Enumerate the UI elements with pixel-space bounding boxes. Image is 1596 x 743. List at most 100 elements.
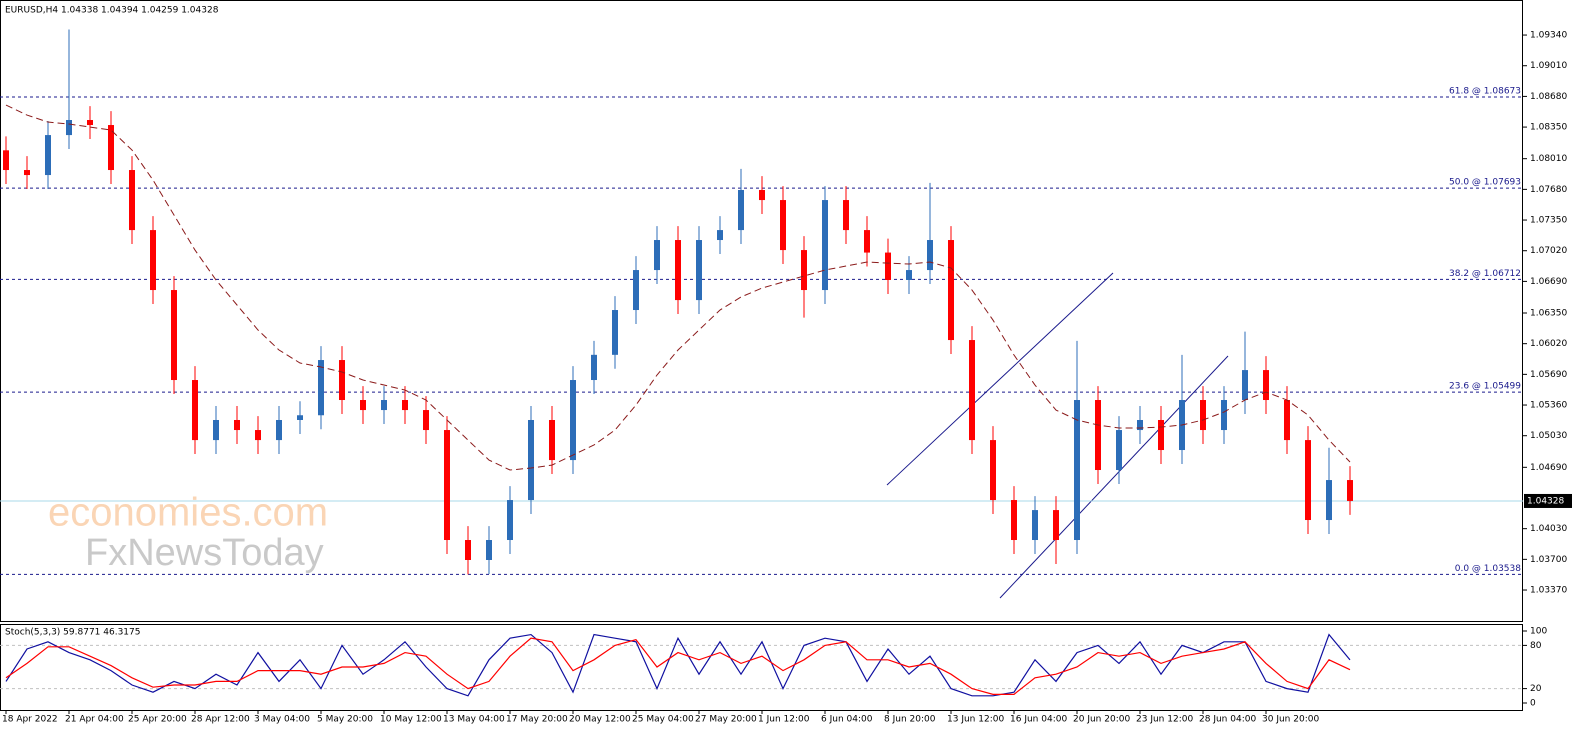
candle-body [990, 440, 996, 501]
candle-body [87, 120, 93, 126]
y-tick-label: 100 [1530, 626, 1547, 636]
x-tick-label: 1 Jun 12:00 [758, 715, 810, 725]
candle-body [213, 419, 219, 441]
candle-body [549, 419, 555, 461]
x-tick-label: 6 Jun 04:00 [821, 715, 873, 725]
y-tick-label: 1.09340 [1530, 31, 1567, 41]
candle-body [570, 380, 576, 461]
x-tick-label: 5 May 20:00 [317, 715, 373, 725]
watermark: economies.com [48, 491, 328, 535]
candle-body [612, 310, 618, 355]
y-tick-label: 1.06020 [1530, 339, 1567, 349]
channel-line [999, 355, 1229, 599]
y-tick-label: 1.08010 [1530, 154, 1567, 164]
y-tick-label: 1.04690 [1530, 463, 1567, 473]
fib-label: 50.0 @ 1.07693 [1449, 178, 1521, 188]
candle-body [1095, 400, 1101, 471]
candle-body [255, 430, 261, 441]
candle-body [1137, 419, 1143, 431]
x-tick-label: 20 May 12:00 [569, 715, 631, 725]
candle-body [822, 200, 828, 291]
y-tick-label: 1.07350 [1530, 216, 1567, 226]
candle-body [1074, 400, 1080, 541]
x-tick-label: 13 May 04:00 [443, 715, 505, 725]
candle-body [717, 230, 723, 241]
y-tick-label: 1.07020 [1530, 246, 1567, 256]
candle-body [969, 340, 975, 441]
x-tick-label: 28 Jun 04:00 [1199, 715, 1256, 725]
candle-body [1200, 400, 1206, 431]
candle-body [276, 419, 282, 441]
candle-body [759, 190, 765, 201]
candle-body [927, 240, 933, 271]
y-tick-label: 1.06690 [1530, 277, 1567, 287]
candle-body [3, 150, 9, 171]
y-tick-label: 1.06350 [1530, 308, 1567, 318]
candle-body [864, 230, 870, 253]
candle-body [1011, 500, 1017, 541]
candle-body [1305, 440, 1311, 521]
chart-title: EURUSD,H4 1.04338 1.04394 1.04259 1.0432… [5, 6, 219, 16]
y-tick-label: 1.05690 [1530, 370, 1567, 380]
candle-body [360, 400, 366, 411]
x-tick-label: 28 Apr 12:00 [191, 715, 250, 725]
channel-line [886, 272, 1114, 486]
x-tick-label: 27 May 20:00 [695, 715, 757, 725]
candle-body [1326, 480, 1332, 521]
x-tick-label: 25 Apr 20:00 [128, 715, 187, 725]
fib-label: 23.6 @ 1.05499 [1449, 382, 1521, 392]
candle-body [675, 240, 681, 301]
candle-body [1242, 370, 1248, 401]
x-tick-label: 18 Apr 2022 [2, 715, 58, 725]
candle-body [1158, 419, 1164, 451]
candle-body [465, 540, 471, 560]
candle-body [591, 354, 597, 381]
watermark: FxNewsToday [85, 532, 324, 574]
candle-body [507, 500, 513, 541]
candle-body [633, 270, 639, 311]
y-tick-label: 1.08350 [1530, 123, 1567, 133]
fib-label: 38.2 @ 1.06712 [1449, 269, 1521, 279]
candle-body [906, 270, 912, 280]
candle-body [528, 419, 534, 501]
x-tick-label: 10 May 12:00 [380, 715, 442, 725]
candle-body [1284, 400, 1290, 441]
y-tick-label: 20 [1530, 684, 1542, 694]
candle-body [780, 200, 786, 251]
candle-body [696, 240, 702, 301]
x-tick-label: 20 Jun 20:00 [1073, 715, 1130, 725]
candle-body [486, 540, 492, 560]
x-tick-label: 13 Jun 12:00 [947, 715, 1004, 725]
candle-body [297, 415, 303, 420]
x-tick-label: 17 May 20:00 [506, 715, 568, 725]
candle-body [108, 125, 114, 171]
candle-body [843, 200, 849, 231]
y-tick-label: 1.08680 [1530, 92, 1567, 102]
candle-body [339, 360, 345, 401]
candle-body [444, 430, 450, 541]
candle-body [1032, 510, 1038, 541]
y-tick-label: 1.03370 [1530, 586, 1567, 596]
candle-body [738, 190, 744, 231]
candle-body [129, 170, 135, 231]
price-panel [0, 0, 1523, 622]
y-tick-label: 1.05030 [1530, 431, 1567, 441]
candle-body [948, 240, 954, 341]
y-tick-label: 0 [1530, 699, 1536, 709]
candle-body [1347, 480, 1353, 501]
candle-body [171, 290, 177, 381]
x-tick-label: 30 Jun 20:00 [1262, 715, 1319, 725]
fib-label: 61.8 @ 1.08673 [1449, 87, 1521, 97]
candle-body [1221, 400, 1227, 431]
candle-body [45, 135, 51, 176]
stoch-line [5, 637, 1351, 695]
stoch-title: Stoch(5,3,3) 59.8771 46.3175 [5, 628, 140, 638]
price-box [1524, 493, 1572, 508]
moving-average [5, 104, 1351, 471]
x-tick-label: 16 Jun 04:00 [1010, 715, 1067, 725]
y-tick-label: 1.04030 [1530, 524, 1567, 534]
stoch-panel [0, 624, 1523, 711]
candle-body [66, 120, 72, 136]
x-tick-label: 8 Jun 20:00 [884, 715, 936, 725]
